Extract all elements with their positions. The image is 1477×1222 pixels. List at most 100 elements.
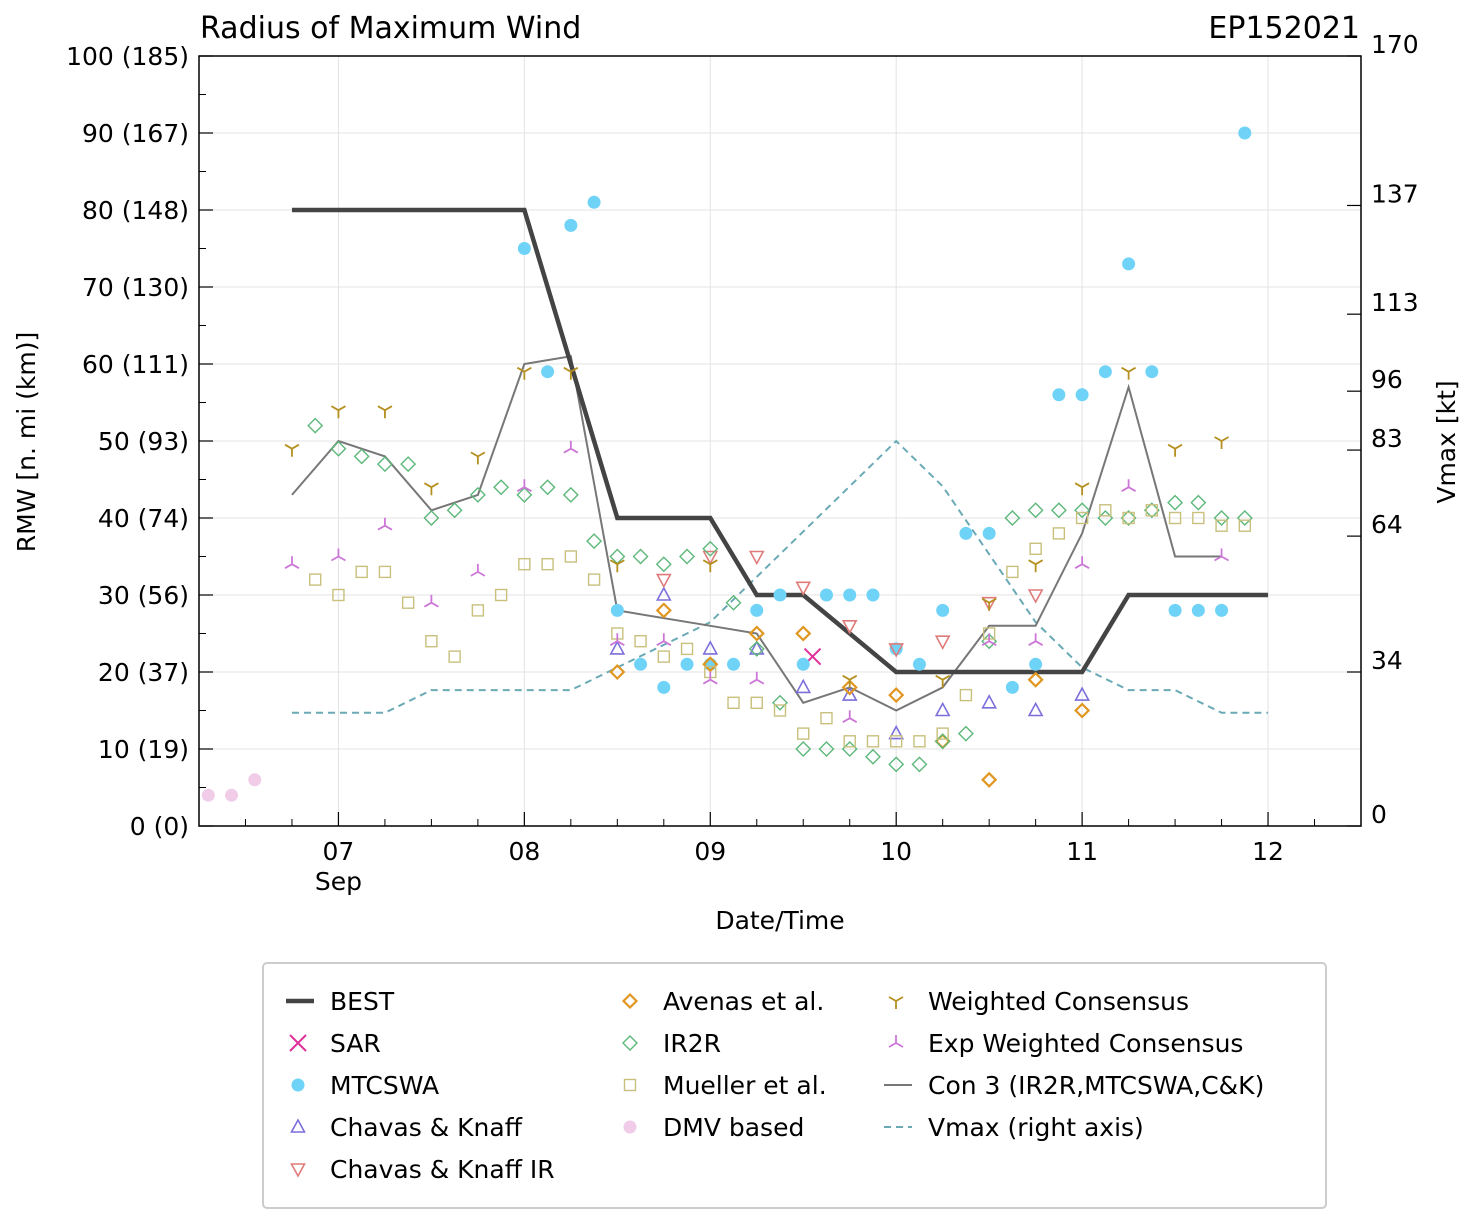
legend-swatch-ir2r-shape — [622, 1035, 638, 1051]
mueller-et-al-point — [773, 704, 787, 717]
weighted-consensus-point-shape — [377, 405, 393, 419]
ir2r-point — [516, 486, 533, 503]
weighted-consensus-point — [470, 451, 486, 465]
exp-weighted-consensus-point-shape — [1121, 479, 1137, 492]
legend-swatch-dmv-based — [623, 1120, 637, 1134]
mtcswa-point — [1122, 257, 1136, 271]
mtcswa-point — [517, 242, 531, 255]
ir2r-point — [307, 417, 324, 434]
ir2r-point — [562, 486, 579, 503]
mueller-et-al-point-shape — [727, 696, 740, 709]
ir2r-point-shape — [795, 741, 812, 757]
exp-weighted-consensus-point — [656, 633, 672, 646]
avenas-et-al-point — [1027, 671, 1044, 688]
weighted-consensus-point-shape — [284, 443, 300, 457]
y-right-tick-label: 170 — [1371, 30, 1419, 59]
x-tick-label: 10 — [880, 837, 912, 866]
mtcswa-point-shape — [936, 603, 950, 617]
chavas-knaff-ir-point — [702, 550, 719, 566]
mtcswa-point — [936, 603, 950, 617]
legend-label-chavas-knaff: Chavas & Knaff — [330, 1113, 523, 1142]
exp-weighted-consensus-point — [1074, 556, 1090, 569]
mueller-et-al-point — [332, 588, 345, 602]
mueller-et-al-point-shape — [936, 727, 949, 740]
legend-swatch-chavas-knaff — [290, 1118, 306, 1133]
chavas-knaff-point-shape — [1027, 701, 1044, 717]
mueller-et-al-point — [820, 712, 833, 725]
ir2r-point — [1236, 510, 1253, 526]
mueller-et-al-point-shape — [1145, 504, 1159, 517]
mueller-et-al-point — [1215, 519, 1228, 532]
mueller-et-al-point-shape — [355, 565, 368, 579]
exp-weighted-consensus-point — [516, 479, 532, 492]
mtcswa-point-shape — [587, 195, 601, 209]
weighted-consensus-point — [563, 366, 579, 380]
legend-swatch-ir2r — [622, 1035, 638, 1051]
avenas-et-al-point-shape — [702, 656, 719, 673]
mueller-et-al-point-shape — [425, 635, 438, 648]
mueller-et-al-point — [471, 604, 485, 617]
mtcswa-point — [1052, 388, 1066, 402]
ir2r-point-shape — [679, 548, 696, 565]
weighted-consensus-point — [423, 482, 439, 496]
chavas-knaff-point-shape — [748, 640, 765, 655]
mueller-et-al-point — [866, 735, 880, 748]
chavas-knaff-ir-point — [841, 619, 858, 635]
ir2r-point-shape — [307, 417, 324, 434]
ir2r-point — [911, 756, 928, 773]
mueller-et-al-point — [309, 573, 322, 586]
legend-swatch-sar — [289, 1034, 307, 1052]
ir2r-point — [818, 741, 835, 757]
chavas-knaff-ir-point-shape — [1027, 589, 1044, 604]
weighted-consensus-point-shape — [1167, 443, 1183, 457]
chavas-knaff-point-shape — [981, 694, 998, 709]
dmv-based-point-shape — [201, 788, 215, 802]
ir2r-point — [1167, 494, 1184, 511]
mueller-et-al-point-shape — [541, 558, 554, 571]
mtcswa-point-shape — [750, 603, 764, 617]
mtcswa-point — [843, 588, 857, 602]
chavas-knaff-point-shape — [655, 586, 672, 601]
legend-swatch-chavas-knaff-shape — [290, 1118, 306, 1133]
legend-label-mtcswa: MTCSWA — [330, 1071, 439, 1100]
x-tick-label: 07 — [323, 837, 355, 866]
ir2r-point-shape — [1190, 494, 1207, 511]
ir2r-point — [1050, 502, 1067, 519]
avenas-et-al-point — [795, 625, 812, 642]
avenas-et-al-point — [609, 663, 626, 681]
chavas-knaff-ir-point-shape — [888, 643, 905, 658]
mtcswa-point-shape — [1238, 126, 1252, 140]
mueller-et-al-point — [1052, 527, 1066, 540]
mueller-et-al-point-shape — [1168, 511, 1182, 525]
exp-weighted-consensus-point-shape — [842, 710, 858, 723]
chavas-knaff-ir-point-shape — [748, 550, 765, 566]
mueller-et-al-point — [634, 635, 647, 648]
mueller-et-al-point — [843, 735, 856, 748]
ir2r-point-shape — [725, 594, 742, 611]
chavas-knaff-point — [1074, 686, 1090, 701]
avenas-et-al-point-shape — [981, 771, 998, 788]
y-right-tick-label: 83 — [1371, 424, 1403, 453]
ir2r-point-shape — [1050, 502, 1067, 519]
mueller-et-al-point-shape — [494, 588, 508, 602]
mtcswa-point — [750, 603, 764, 617]
mueller-et-al-point — [1006, 565, 1019, 579]
legend: BEST SAR MTCSWA Chavas & Knaff Chavas & Knaf… — [262, 962, 1327, 1209]
chavas-knaff-point-shape — [795, 678, 812, 694]
exp-weighted-consensus-point — [563, 440, 579, 454]
mtcswa-point — [610, 603, 624, 617]
avenas-et-al-point — [1074, 702, 1091, 719]
weighted-consensus-point — [1167, 443, 1183, 457]
ir2r-point-shape — [748, 640, 765, 657]
axis-ticks — [199, 55, 1362, 827]
mtcswa-point-shape — [1075, 388, 1089, 402]
mueller-et-al-point-shape — [959, 688, 973, 702]
mueller-et-al-point-shape — [1192, 511, 1205, 525]
legend-label-vmax-right-axis: Vmax (right axis) — [928, 1113, 1144, 1142]
mtcswa-point-shape — [727, 657, 741, 671]
avenas-et-al-point-shape — [795, 625, 812, 642]
ir2r-point-shape — [1236, 510, 1253, 526]
legend-swatch-chavas-knaff-ir-shape — [290, 1163, 306, 1178]
exp-weighted-consensus-point — [1214, 548, 1230, 562]
mueller-et-al-point — [890, 735, 903, 748]
